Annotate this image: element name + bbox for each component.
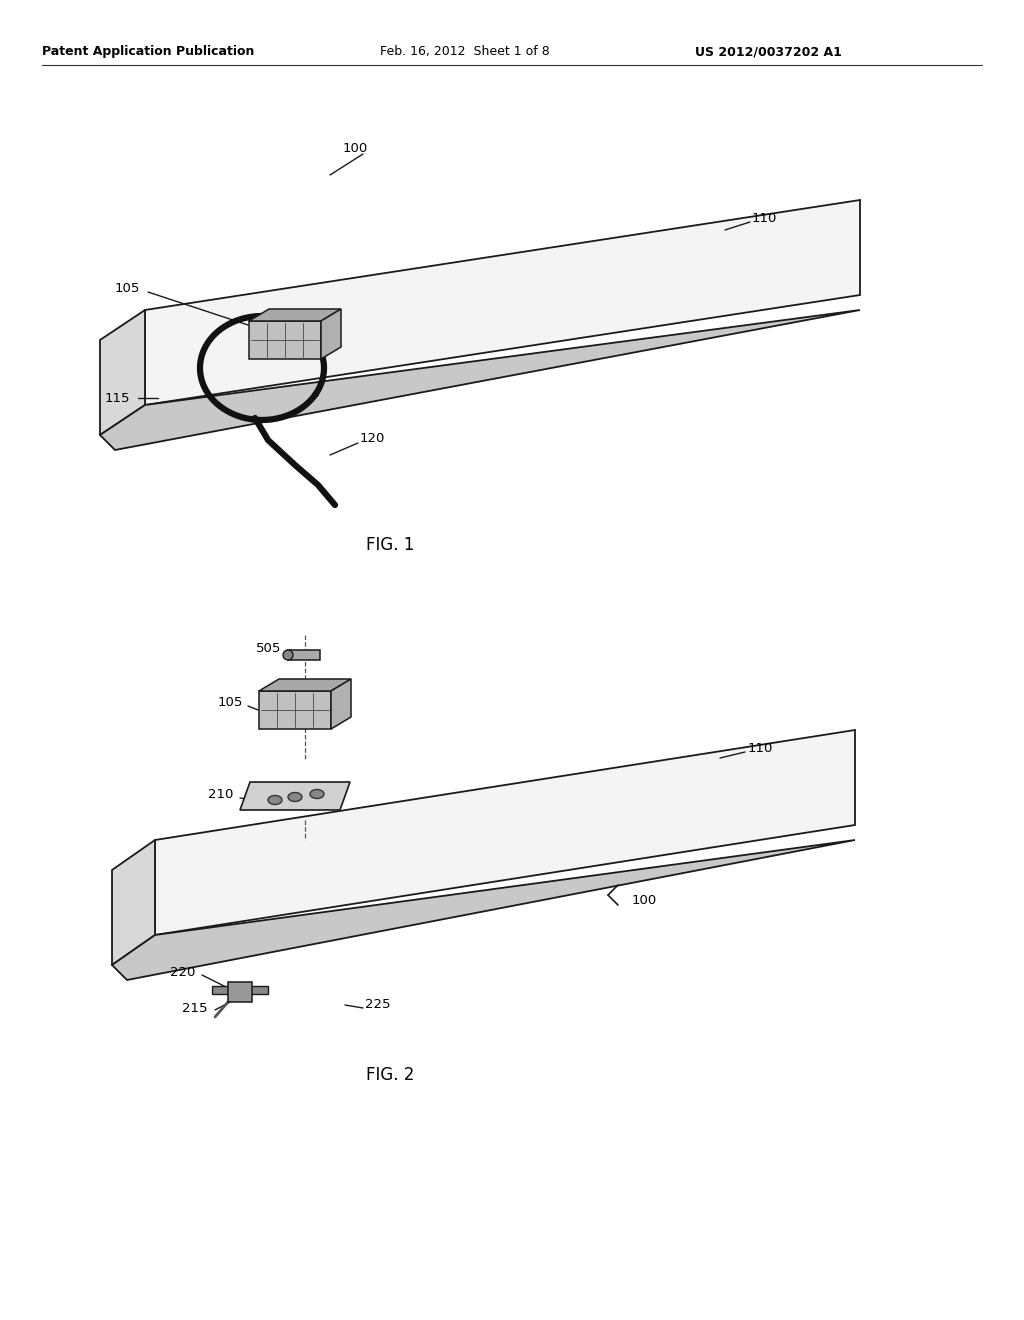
Text: 100: 100 [343, 141, 369, 154]
Polygon shape [331, 678, 351, 729]
Polygon shape [112, 840, 155, 965]
Text: 505: 505 [256, 642, 282, 655]
Polygon shape [259, 678, 351, 690]
Text: 100: 100 [632, 894, 657, 907]
Text: US 2012/0037202 A1: US 2012/0037202 A1 [695, 45, 842, 58]
Text: 110: 110 [752, 211, 777, 224]
Polygon shape [112, 840, 855, 979]
Polygon shape [100, 310, 860, 450]
Polygon shape [249, 321, 321, 359]
Text: Patent Application Publication: Patent Application Publication [42, 45, 254, 58]
Text: FIG. 2: FIG. 2 [366, 1067, 414, 1084]
Text: 120: 120 [360, 432, 385, 445]
Polygon shape [145, 201, 860, 405]
Polygon shape [228, 982, 252, 1002]
Ellipse shape [283, 649, 293, 660]
Polygon shape [321, 309, 341, 359]
Ellipse shape [288, 792, 302, 801]
Polygon shape [249, 309, 341, 321]
Text: 105: 105 [218, 696, 244, 709]
Text: 220: 220 [170, 965, 196, 978]
Polygon shape [240, 781, 350, 810]
Text: 110: 110 [748, 742, 773, 755]
Text: 210: 210 [208, 788, 233, 801]
Text: Feb. 16, 2012  Sheet 1 of 8: Feb. 16, 2012 Sheet 1 of 8 [380, 45, 550, 58]
Text: FIG. 1: FIG. 1 [366, 536, 414, 554]
Text: 105: 105 [115, 281, 140, 294]
Polygon shape [288, 649, 319, 660]
Polygon shape [259, 690, 331, 729]
Text: 215: 215 [182, 1002, 208, 1015]
Ellipse shape [310, 789, 324, 799]
Polygon shape [155, 730, 855, 935]
Ellipse shape [268, 796, 282, 804]
Polygon shape [212, 986, 268, 994]
Text: 115: 115 [105, 392, 130, 404]
Polygon shape [100, 310, 145, 436]
Text: 225: 225 [365, 998, 390, 1011]
